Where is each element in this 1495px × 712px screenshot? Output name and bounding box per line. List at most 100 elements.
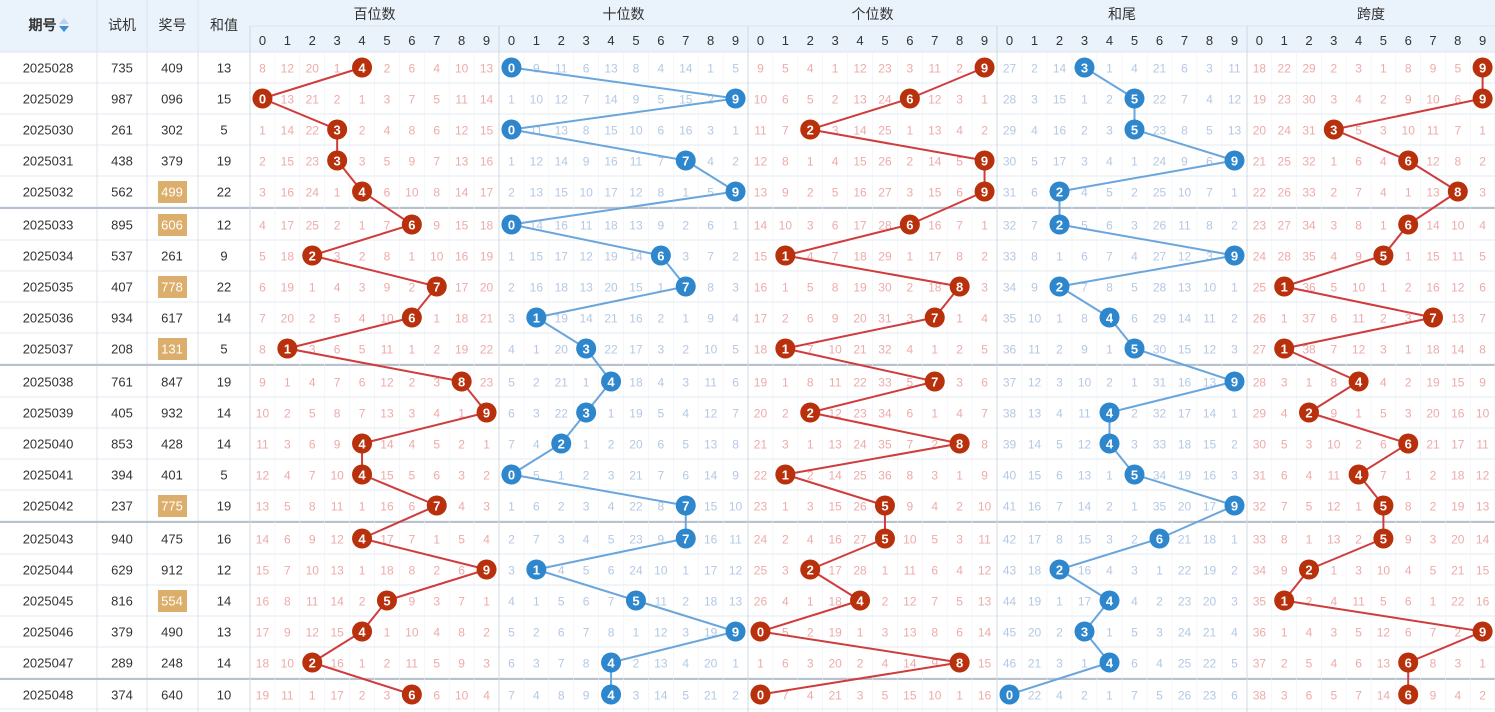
miss-count: 12 (579, 250, 593, 264)
sum-cell: 5 (220, 123, 227, 138)
miss-count: 2 (608, 438, 615, 452)
prize-number-cell: 428 (161, 437, 183, 452)
miss-count: 9 (782, 186, 789, 200)
header-digit: 7 (1181, 33, 1188, 48)
miss-count: 1 (1131, 500, 1138, 514)
miss-count: 16 (1203, 469, 1217, 483)
miss-count: 7 (1355, 186, 1362, 200)
miss-count: 12 (1426, 155, 1440, 169)
miss-count: 1 (359, 564, 366, 578)
miss-count: 8 (384, 250, 391, 264)
period-cell: 2025038 (23, 375, 74, 390)
miss-count: 14 (380, 438, 394, 452)
sum-cell: 15 (217, 92, 231, 107)
miss-count: 3 (682, 626, 689, 640)
miss-count: 12 (853, 62, 867, 76)
miss-count: 1 (334, 186, 341, 200)
miss-count: 5 (1330, 689, 1337, 703)
miss-count: 2 (1430, 500, 1437, 514)
miss-count: 22 (306, 124, 320, 138)
miss-count: 22 (1203, 657, 1217, 671)
miss-count: 9 (981, 469, 988, 483)
miss-count: 4 (931, 500, 938, 514)
miss-count: 4 (1106, 155, 1113, 169)
miss-count: 15 (1178, 343, 1192, 357)
miss-count: 10 (1352, 281, 1366, 295)
miss-count: 19 (1028, 595, 1042, 609)
miss-count: 8 (284, 595, 291, 609)
miss-count: 1 (1405, 250, 1412, 264)
miss-count: 2 (807, 186, 814, 200)
miss-count: 7 (1106, 250, 1113, 264)
miss-count: 9 (732, 469, 739, 483)
miss-count: 15 (1476, 564, 1490, 578)
miss-count: 4 (981, 312, 988, 326)
test-number-cell: 394 (111, 468, 133, 483)
miss-count: 1 (558, 469, 565, 483)
miss-count: 14 (1078, 500, 1092, 514)
miss-count: 3 (583, 500, 590, 514)
miss-count: 4 (782, 595, 789, 609)
miss-count: 5 (1330, 281, 1337, 295)
header-period[interactable]: 期号 (29, 17, 57, 33)
prize-number-cell: 131 (161, 342, 183, 357)
miss-count: 5 (508, 626, 515, 640)
miss-count: 4 (1281, 407, 1288, 421)
miss-count: 1 (309, 689, 316, 703)
miss-count: 20 (1253, 124, 1267, 138)
miss-count: 18 (1451, 469, 1465, 483)
miss-count: 29 (1253, 407, 1267, 421)
miss-count: 9 (583, 155, 590, 169)
header-digit: 1 (782, 33, 789, 48)
miss-count: 1 (1430, 595, 1437, 609)
miss-count: 8 (583, 657, 590, 671)
miss-count: 4 (907, 343, 914, 357)
miss-count: 1 (1131, 155, 1138, 169)
miss-count: 11 (1352, 312, 1365, 326)
miss-count: 3 (1430, 533, 1437, 547)
sum-cell: 13 (217, 61, 231, 76)
header-digit: 7 (931, 33, 938, 48)
miss-count: 36 (1302, 281, 1316, 295)
header-group-3: 和尾 (1108, 6, 1136, 22)
miss-count: 4 (1206, 93, 1213, 107)
header-group-0: 百位数 (354, 6, 396, 22)
miss-count: 11 (1178, 219, 1191, 233)
miss-count: 11 (455, 93, 468, 107)
miss-count: 46 (1003, 657, 1017, 671)
miss-count: 8 (1479, 343, 1486, 357)
header-digit: 4 (856, 33, 863, 48)
miss-count: 22 (1278, 62, 1292, 76)
miss-count: 12 (1327, 500, 1341, 514)
miss-count: 9 (1330, 407, 1337, 421)
miss-count: 8 (1454, 155, 1461, 169)
miss-count: 27 (878, 186, 892, 200)
miss-count: 1 (1479, 657, 1486, 671)
miss-count: 11 (829, 376, 842, 390)
miss-count: 15 (928, 186, 942, 200)
miss-count: 4 (309, 376, 316, 390)
miss-count: 17 (928, 250, 942, 264)
miss-count: 16 (330, 657, 344, 671)
header-digit: 9 (483, 33, 490, 48)
miss-count: 2 (682, 343, 689, 357)
miss-count: 9 (309, 533, 316, 547)
sum-cell: 14 (217, 311, 231, 326)
miss-count: 5 (1156, 689, 1163, 703)
miss-count: 5 (409, 469, 416, 483)
miss-count: 5 (732, 343, 739, 357)
miss-count: 21 (1203, 626, 1217, 640)
miss-count: 13 (1426, 186, 1440, 200)
period-cell: 2025035 (23, 280, 74, 295)
miss-count: 21 (480, 312, 494, 326)
sum-cell: 19 (217, 375, 231, 390)
header-prize: 奖号 (159, 17, 187, 33)
miss-count: 11 (306, 595, 319, 609)
miss-count: 5 (1380, 407, 1387, 421)
miss-count: 2 (1081, 124, 1088, 138)
miss-count: 21 (853, 343, 867, 357)
header-digit: 9 (732, 33, 739, 48)
miss-count: 20 (828, 657, 842, 671)
miss-count: 35 (1153, 500, 1167, 514)
miss-count: 29 (1003, 124, 1017, 138)
